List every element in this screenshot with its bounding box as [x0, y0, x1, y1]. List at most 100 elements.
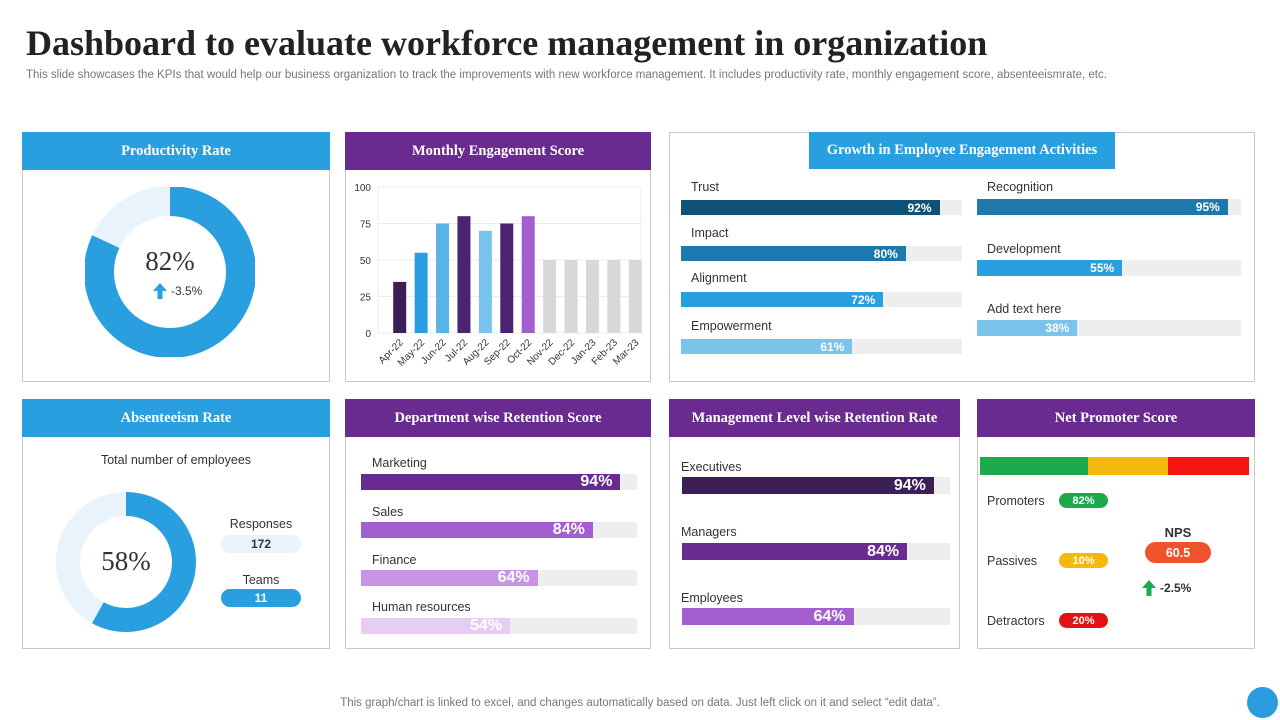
bar-fill: 38% — [977, 320, 1078, 336]
nps-value: 60.5 — [1145, 542, 1211, 563]
bar-track: 95% — [977, 199, 1241, 215]
growth-title: Growth in Employee Engagement Activities — [809, 132, 1115, 169]
bar-label: Human resources — [372, 600, 471, 614]
absenteeism-donut-arc — [56, 492, 196, 632]
bar-track: 55% — [977, 260, 1241, 276]
productivity-title: Productivity Rate — [22, 132, 330, 170]
bar — [607, 260, 621, 333]
mgmt-card: Management Level wise Retention Rate Exe… — [669, 399, 960, 649]
nps-title: Net Promoter Score — [977, 399, 1255, 437]
nps-change-label: -2.5% — [1160, 581, 1192, 595]
bar-value: 64% — [813, 607, 846, 625]
absenteeism-title: Absenteeism Rate — [22, 399, 330, 437]
dept-title: Department wise Retention Score — [345, 399, 651, 437]
bar-label: Employees — [681, 591, 743, 605]
bar-track: 64% — [682, 608, 950, 625]
promoters-badge: 82% — [1059, 493, 1108, 508]
bar-label: Managers — [681, 525, 737, 539]
bar-label: Trust — [691, 180, 720, 194]
bar-fill: 72% — [681, 292, 884, 307]
bar-fill: 61% — [681, 339, 853, 354]
bar-label: Executives — [681, 460, 742, 474]
y-tick-label: 50 — [360, 256, 372, 267]
x-tick-label: Jun-22 — [419, 337, 449, 367]
bar-track: 61% — [681, 339, 962, 354]
engagement-chart: 0255075100Apr-22May-22Jun-22Jul-22Aug-22… — [354, 183, 642, 369]
bar-track: 94% — [361, 473, 637, 490]
bar-track: 94% — [682, 477, 950, 494]
bar — [585, 260, 599, 333]
arrow-up-icon — [153, 283, 167, 299]
bar-track: 84% — [361, 521, 637, 538]
bar-value: 54% — [470, 617, 503, 634]
bar-value: 92% — [907, 200, 932, 215]
dept-card: Department wise Retention Score Marketin… — [345, 399, 651, 649]
bar-label: Sales — [372, 505, 404, 519]
nps-segment — [1087, 457, 1169, 475]
nps-change: -2.5% — [1142, 580, 1191, 596]
productivity-card: Productivity Rate 82% -3.5% — [22, 132, 330, 382]
arrow-up-icon — [1142, 580, 1156, 596]
bar-fill: 64% — [682, 608, 854, 625]
nps-card: Net Promoter Score Promoters 82% Passive… — [977, 399, 1255, 649]
detractors-label: Detractors — [987, 614, 1045, 628]
bar-track: 84% — [682, 543, 950, 560]
bar-fill: 84% — [682, 542, 908, 560]
productivity-value: 82% — [145, 246, 195, 276]
footer-note: This graph/chart is linked to excel, and… — [340, 697, 940, 709]
bar-value: 72% — [851, 292, 876, 307]
bar-fill: 94% — [682, 477, 934, 494]
responses-label: Responses — [229, 517, 293, 531]
bar-fill: 54% — [361, 617, 511, 634]
bar-value: 95% — [1195, 200, 1220, 214]
absenteeism-value: 58% — [101, 546, 151, 576]
growth-card: Growth in Employee Engagement Activities… — [669, 132, 1255, 382]
productivity-donut — [85, 187, 255, 357]
bar-label: Recognition — [987, 180, 1054, 194]
y-tick-label: 25 — [360, 293, 372, 304]
responses-value: 172 — [221, 535, 301, 553]
absenteeism-subtitle: Total number of employees — [100, 453, 252, 467]
bar-value: 80% — [873, 246, 898, 261]
bar-fill: 55% — [977, 260, 1123, 276]
productivity-change: -3.5% — [153, 283, 202, 299]
bar-value: 61% — [820, 339, 845, 354]
bar — [457, 216, 471, 333]
bar-track: 72% — [681, 292, 962, 307]
bar-label: Finance — [372, 553, 417, 567]
detractors-badge: 20% — [1059, 613, 1108, 628]
bar-label: Add text here — [987, 302, 1062, 316]
passives-badge: 10% — [1059, 553, 1108, 568]
bar — [393, 281, 407, 333]
bar — [543, 260, 557, 333]
bar-track: 38% — [977, 320, 1241, 336]
teams-value: 11 — [221, 589, 301, 607]
bar — [521, 216, 535, 333]
productivity-change-label: -3.5% — [171, 284, 203, 298]
bar-track: 64% — [361, 569, 637, 586]
corner-dot — [1247, 687, 1278, 718]
mgmt-title: Management Level wise Retention Rate — [669, 399, 960, 437]
bar — [500, 223, 514, 333]
bar-fill: 64% — [361, 569, 538, 586]
bar — [564, 260, 578, 333]
bar-track: 54% — [361, 617, 637, 634]
teams-label: Teams — [242, 573, 280, 587]
bar — [436, 223, 450, 333]
bar-fill: 84% — [361, 521, 593, 538]
promoters-label: Promoters — [987, 494, 1045, 508]
nps-stacked-bar — [980, 457, 1249, 475]
bar-value: 84% — [867, 542, 900, 560]
y-tick-label: 0 — [365, 329, 371, 340]
y-tick-label: 100 — [354, 183, 371, 194]
bar-value: 94% — [580, 473, 613, 490]
engagement-title: Monthly Engagement Score — [345, 132, 651, 170]
absenteeism-donut — [56, 492, 196, 632]
page-title: Dashboard to evaluate workforce manageme… — [26, 23, 988, 63]
bar-value: 64% — [497, 569, 530, 586]
bar-track: 80% — [681, 246, 962, 261]
bar-fill: 94% — [361, 473, 621, 490]
bar-label: Empowerment — [691, 319, 772, 333]
bar-fill: 95% — [977, 199, 1228, 215]
bar-value: 55% — [1090, 261, 1115, 275]
